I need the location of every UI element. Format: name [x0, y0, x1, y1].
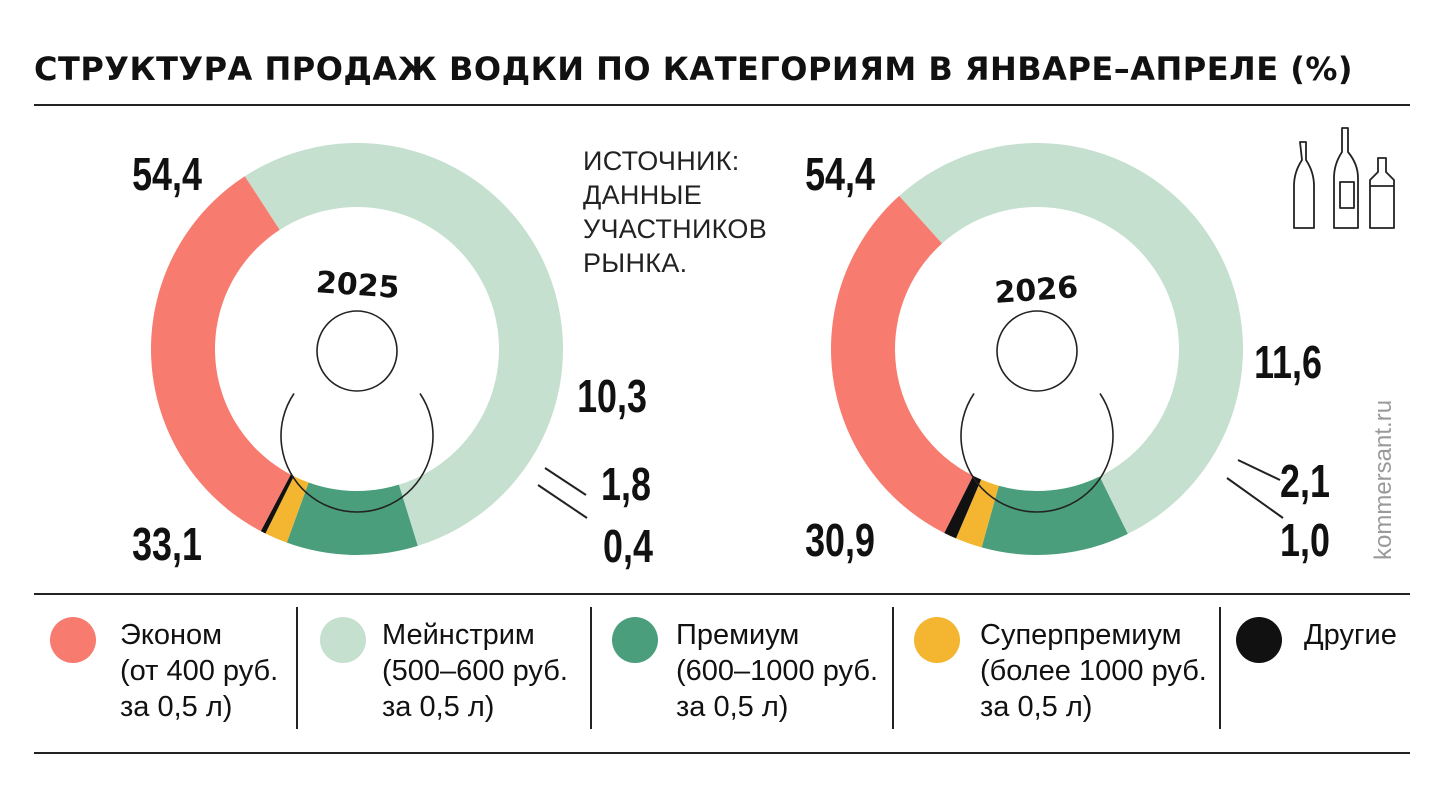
legend-label: (500–600 руб. — [382, 655, 568, 687]
donut-slice-other — [944, 475, 982, 539]
bottom-divider — [34, 752, 1410, 754]
watermark: kommersant.ru — [1370, 399, 1397, 560]
donut-slice-superpremium — [955, 479, 999, 548]
source-line: ДАННЫЕ — [583, 180, 703, 210]
year-ring-inner — [996, 310, 1078, 392]
top-divider — [34, 104, 1410, 106]
year-ring-outer — [280, 393, 434, 513]
leader-line — [537, 484, 588, 519]
center-year-label: 2026 — [993, 270, 1079, 311]
data-label: 33,1 — [132, 519, 202, 570]
legend-swatch-other — [1236, 617, 1282, 663]
donut-slice-other — [260, 474, 294, 534]
data-label: 30,9 — [805, 515, 875, 566]
legend-label: Мейнстрим — [382, 619, 535, 651]
leader-line — [1237, 459, 1281, 481]
legend-label: Премиум — [676, 619, 800, 651]
data-label: 10,3 — [577, 371, 647, 422]
legend-swatch-premium — [612, 617, 658, 663]
legend-swatch-econom — [50, 617, 96, 663]
legend: Эконом (от 400 руб. за 0,5 л) Мейнстрим … — [34, 607, 1410, 731]
legend-divider — [892, 607, 894, 729]
legend-divider — [296, 607, 298, 729]
donut-slice-econom — [831, 195, 974, 533]
data-label: 54,4 — [805, 149, 875, 200]
year-ring-inner — [316, 310, 398, 392]
chart-title: СТРУКТУРА ПРОДАЖ ВОДКИ ПО КАТЕГОРИЯМ В Я… — [34, 50, 1353, 88]
data-label: 11,6 — [1254, 337, 1322, 388]
data-label: 54,4 — [132, 149, 202, 200]
legend-label: (600–1000 руб. — [676, 655, 879, 687]
donut-slice-superpremium — [265, 476, 309, 543]
source-line: УЧАСТНИКОВ — [583, 214, 767, 244]
data-label: 1,0 — [1280, 515, 1330, 566]
donut-slice-premium — [981, 476, 1128, 556]
legend-swatch-superpremium — [914, 617, 960, 663]
legend-label: за 0,5 л) — [980, 691, 1093, 723]
legend-label: (от 400 руб. — [120, 655, 279, 687]
data-label: 1,8 — [601, 459, 651, 510]
center-year-label: 2025 — [315, 265, 401, 306]
data-label: 2,1 — [1280, 456, 1330, 507]
donut-charts: 54,4 10,3 1,8 0,4 33,1 2025 54,4 11,6 2,1 1,0 30,9… — [132, 143, 1330, 572]
legend-divider — [590, 607, 592, 729]
source-note: ИСТОЧНИК: ДАННЫЕ УЧАСТНИКОВ РЫНКА. — [583, 144, 773, 280]
bottles-icon — [1293, 127, 1395, 229]
leader-line — [544, 467, 587, 496]
donut-slice-mainstream — [244, 143, 563, 546]
year-ring-outer — [960, 393, 1114, 513]
legend-label: за 0,5 л) — [382, 691, 495, 723]
source-line: РЫНКА. — [583, 248, 688, 278]
legend-top-divider — [34, 593, 1410, 595]
legend-divider — [1219, 607, 1221, 729]
legend-label: за 0,5 л) — [676, 691, 789, 723]
legend-label: за 0,5 л) — [120, 691, 233, 723]
legend-label: (более 1000 руб. — [980, 655, 1207, 687]
donut-slice-premium — [286, 482, 418, 555]
legend-label: Другие — [1304, 619, 1397, 651]
data-label: 0,4 — [603, 521, 653, 572]
donut-slice-mainstream — [899, 143, 1243, 534]
legend-label: Суперпремиум — [980, 619, 1182, 651]
source-line: ИСТОЧНИК: — [583, 146, 740, 176]
legend-label: Эконом — [120, 619, 223, 651]
leader-line — [1226, 477, 1284, 519]
legend-swatch-mainstream — [320, 617, 366, 663]
donut-slice-econom — [150, 176, 291, 532]
